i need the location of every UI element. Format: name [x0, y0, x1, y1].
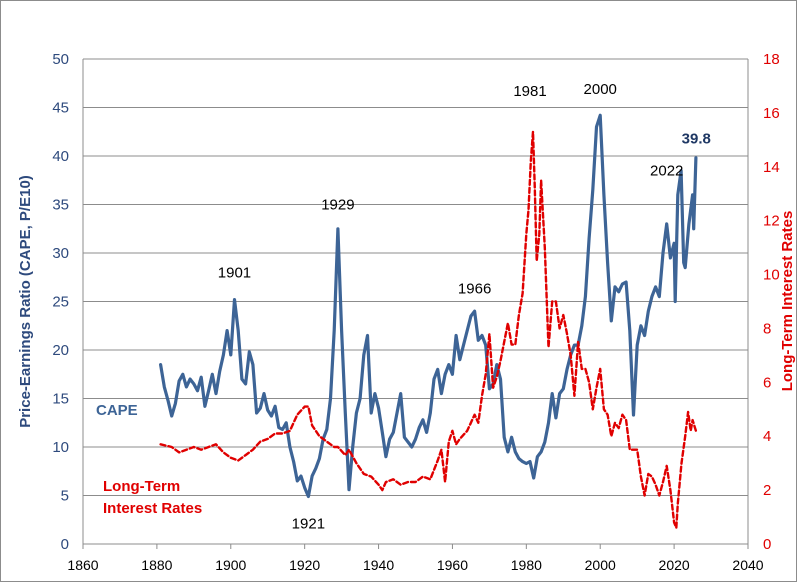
peak-year-label: 1921 — [292, 515, 325, 532]
x-tick-label: 1960 — [437, 557, 468, 573]
x-tick-label: 1940 — [363, 557, 394, 573]
peak-year-label: 2022 — [650, 162, 683, 179]
left-tick-label: 5 — [61, 488, 69, 505]
left-axis-title: Price-Earnings Ratio (CAPE, P/E10) — [17, 175, 34, 428]
rates-series-line — [159, 130, 698, 529]
x-tick-label: 2020 — [659, 557, 690, 573]
legend-rates-line2: Interest Rates — [103, 500, 202, 517]
left-tick-label: 35 — [52, 197, 69, 214]
peak-year-label: 1981 — [513, 83, 546, 100]
right-tick-label: 4 — [763, 428, 771, 445]
gridlines — [83, 58, 748, 496]
right-tick-label: 14 — [763, 159, 780, 176]
right-tick-label: 0 — [763, 536, 771, 553]
right-tick-label: 6 — [763, 374, 771, 391]
peak-year-label: 1966 — [458, 281, 491, 298]
series — [159, 113, 698, 529]
x-tick-label: 1880 — [141, 557, 172, 573]
left-tick-label: 0 — [61, 536, 69, 553]
left-tick-label: 10 — [52, 439, 69, 456]
peak-year-label: 1901 — [218, 264, 251, 281]
peak-year-label: 1929 — [321, 196, 354, 213]
latest-value-label: 39.8 — [682, 130, 711, 147]
tick-labels: 0 5 10 15 20 25 30 35 40 45 50 0 2 4 6 8 10 12 14 16 18 1860 1… — [52, 51, 779, 573]
annotations: 1901 1921 1929 1966 1981 2000 2022 39.8 — [218, 81, 711, 533]
x-tick-label: 1980 — [511, 557, 542, 573]
left-tick-label: 45 — [52, 100, 69, 117]
left-tick-label: 25 — [52, 294, 69, 311]
cape-series-line — [159, 113, 698, 499]
left-tick-label: 30 — [52, 245, 69, 262]
right-tick-label: 16 — [763, 105, 780, 122]
x-tick-label: 1860 — [67, 557, 98, 573]
x-tick-label: 2000 — [585, 557, 616, 573]
left-tick-label: 40 — [52, 148, 69, 165]
x-tick-label: 1920 — [289, 557, 320, 573]
right-tick-label: 2 — [763, 482, 771, 499]
left-tick-label: 15 — [52, 391, 69, 408]
right-tick-label: 10 — [763, 267, 780, 284]
axes — [82, 59, 749, 545]
left-tick-label: 20 — [52, 342, 69, 359]
x-tick-label: 1900 — [215, 557, 246, 573]
left-tick-label: 50 — [52, 51, 69, 68]
right-tick-label: 8 — [763, 320, 771, 337]
right-tick-label: 18 — [763, 51, 780, 68]
right-tick-label: 12 — [763, 213, 780, 230]
right-axis-title: Long-Term Interest Rates — [779, 211, 796, 392]
x-tick-label: 2040 — [732, 557, 763, 573]
legend-rates-line1: Long-Term — [103, 478, 180, 495]
peak-year-label: 2000 — [584, 81, 617, 98]
legend-cape: CAPE — [96, 402, 138, 419]
